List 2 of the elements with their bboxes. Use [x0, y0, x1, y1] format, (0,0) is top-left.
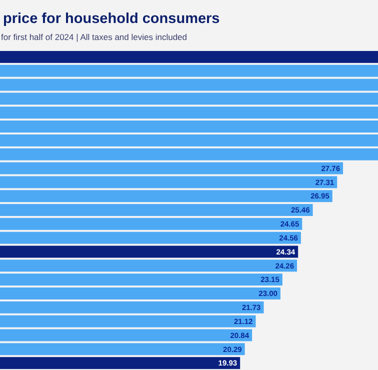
chart-subtitle: for first half of 2024 | All taxes and levies included — [1, 32, 188, 42]
chart-title: price for household consumers — [3, 11, 220, 27]
